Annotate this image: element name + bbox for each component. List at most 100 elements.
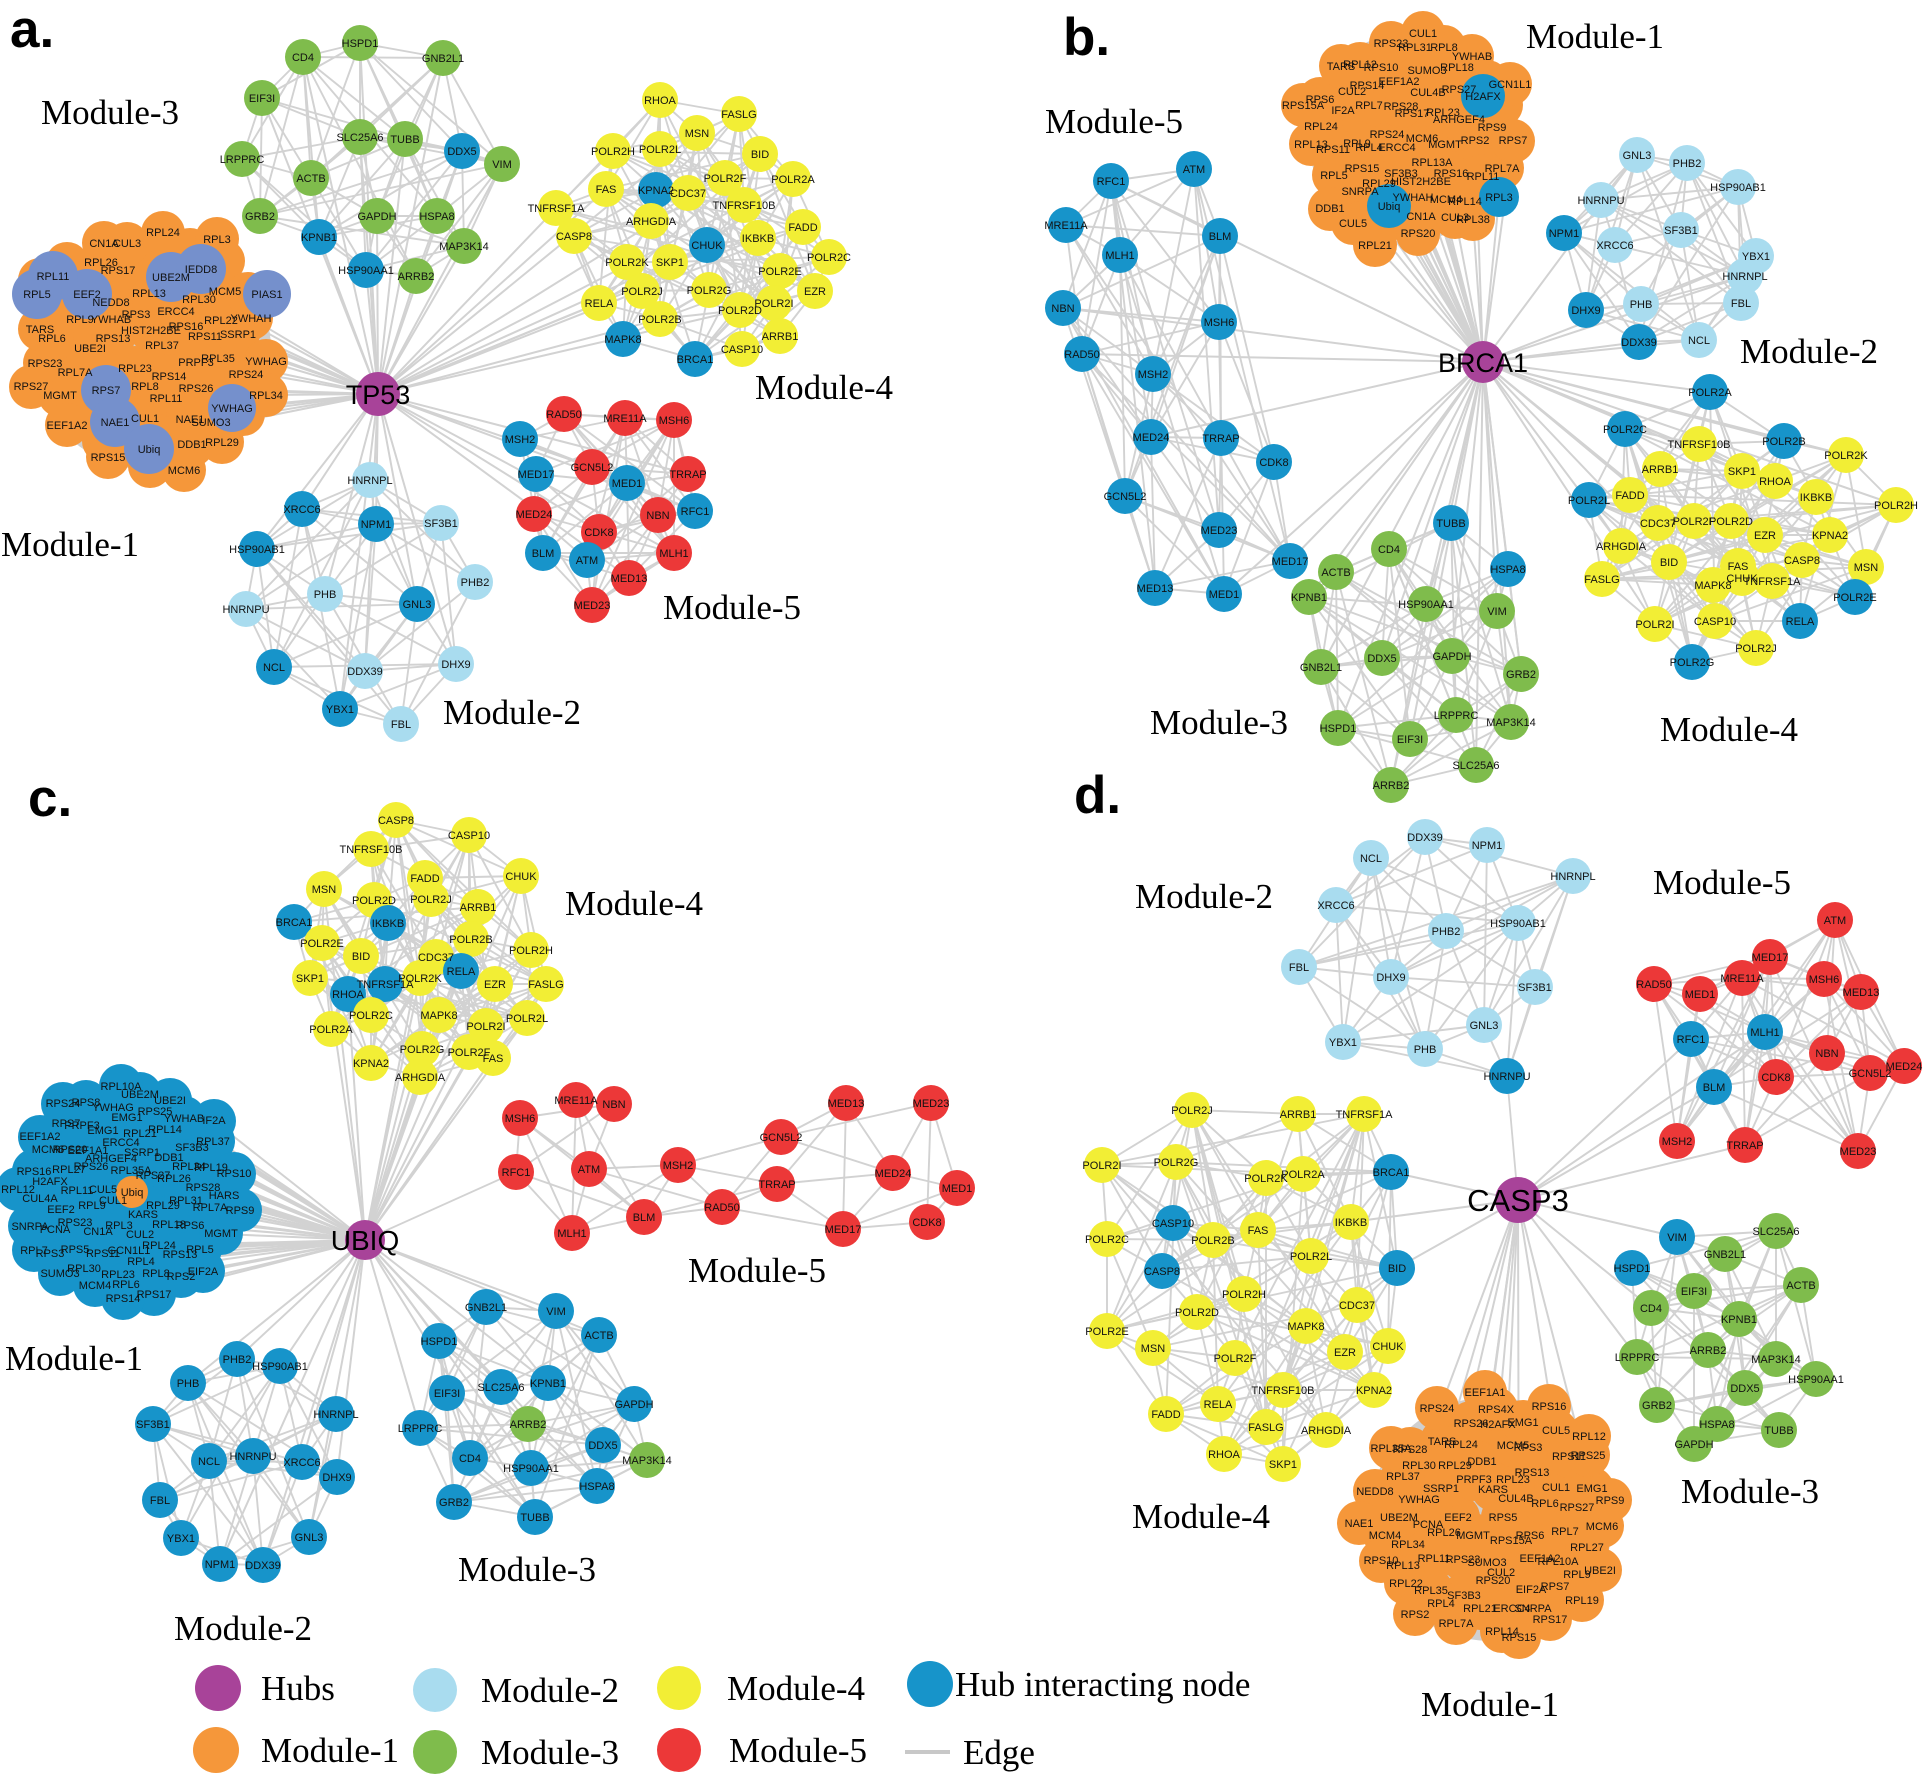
svg-text:GNB2L1: GNB2L1 — [1704, 1249, 1746, 1261]
svg-text:SSRP1: SSRP1 — [124, 1147, 160, 1159]
svg-text:RPL9: RPL9 — [1563, 1569, 1591, 1581]
svg-text:TARS: TARS — [1327, 61, 1356, 73]
svg-text:EEF1A2: EEF1A2 — [47, 420, 88, 432]
svg-text:RPL37: RPL37 — [1386, 1471, 1420, 1483]
svg-text:POLR2F: POLR2F — [1673, 516, 1716, 528]
svg-text:MGMT: MGMT — [43, 390, 77, 402]
svg-text:HNRNPU: HNRNPU — [229, 1451, 276, 1463]
svg-text:Module-4: Module-4 — [565, 884, 703, 923]
svg-text:RPS6: RPS6 — [1516, 1530, 1545, 1542]
svg-text:HARS: HARS — [209, 1190, 240, 1202]
svg-text:HSP90AA1: HSP90AA1 — [503, 1463, 559, 1475]
svg-text:MSH2: MSH2 — [505, 434, 536, 446]
svg-text:POLR2J: POLR2J — [410, 894, 452, 906]
svg-text:RPS23: RPS23 — [28, 358, 63, 370]
svg-text:MSH6: MSH6 — [1204, 317, 1235, 329]
svg-text:MRE11A: MRE11A — [603, 413, 647, 425]
svg-text:POLR2C: POLR2C — [349, 1010, 393, 1022]
svg-text:PRPF3: PRPF3 — [64, 1120, 99, 1132]
svg-text:RPL23: RPL23 — [101, 1269, 135, 1281]
svg-text:RPL38: RPL38 — [1456, 214, 1490, 226]
svg-text:EZR: EZR — [1334, 1347, 1356, 1359]
svg-text:MLH1: MLH1 — [557, 1228, 586, 1240]
svg-text:CHUK: CHUK — [505, 871, 537, 883]
svg-text:UBE2M: UBE2M — [152, 272, 190, 284]
svg-text:Module-5: Module-5 — [663, 588, 801, 627]
svg-text:DDX5: DDX5 — [1367, 653, 1396, 665]
svg-text:MCM4: MCM4 — [1430, 194, 1462, 206]
svg-text:POLR2I: POLR2I — [754, 298, 793, 310]
svg-text:POLR2J: POLR2J — [1171, 1105, 1213, 1117]
svg-text:IEDD8: IEDD8 — [185, 264, 217, 276]
svg-text:RPS27: RPS27 — [14, 381, 49, 393]
svg-text:EEF1A1: EEF1A1 — [68, 1145, 109, 1157]
svg-text:POLR2F: POLR2F — [448, 1047, 491, 1059]
svg-text:VIM: VIM — [1487, 606, 1507, 618]
svg-text:UBE2I: UBE2I — [154, 1095, 186, 1107]
svg-text:YWHAG: YWHAG — [92, 1102, 134, 1114]
svg-text:MSH2: MSH2 — [1662, 1136, 1693, 1148]
svg-text:ERCC4: ERCC4 — [1378, 142, 1415, 154]
svg-text:RPL37: RPL37 — [196, 1136, 230, 1148]
svg-text:CHUK: CHUK — [1372, 1341, 1404, 1353]
svg-text:BRCA1: BRCA1 — [276, 917, 313, 929]
svg-text:RPL4: RPL4 — [127, 1256, 155, 1268]
svg-text:ACTB: ACTB — [584, 1330, 613, 1342]
svg-text:RPL5: RPL5 — [186, 1244, 214, 1256]
svg-text:RPS10: RPS10 — [1364, 62, 1399, 74]
svg-text:RPS17: RPS17 — [1533, 1614, 1568, 1626]
svg-text:POLR2L: POLR2L — [1290, 1251, 1332, 1263]
svg-text:MED24: MED24 — [1886, 1061, 1923, 1073]
svg-text:ARHGEF4: ARHGEF4 — [85, 1153, 137, 1165]
svg-text:RPL14: RPL14 — [1485, 1626, 1519, 1638]
svg-text:GNB2L1: GNB2L1 — [1300, 662, 1342, 674]
svg-text:RPL13: RPL13 — [1386, 1560, 1420, 1572]
svg-text:YWHAG: YWHAG — [245, 356, 287, 368]
svg-text:RELA: RELA — [1786, 616, 1815, 628]
svg-text:TRRAP: TRRAP — [1726, 1140, 1763, 1152]
svg-text:MED1: MED1 — [1685, 989, 1716, 1001]
svg-text:PCNA: PCNA — [1413, 1519, 1444, 1531]
svg-text:RPS7: RPS7 — [52, 1118, 81, 1130]
svg-text:MLH1: MLH1 — [1105, 250, 1134, 262]
svg-text:CUL1: CUL1 — [1409, 28, 1437, 40]
svg-text:Module-1: Module-1 — [1421, 1685, 1559, 1724]
svg-text:SUMO3: SUMO3 — [40, 1268, 79, 1280]
svg-text:RPL7A: RPL7A — [1439, 1618, 1475, 1630]
svg-text:CDC37: CDC37 — [418, 952, 454, 964]
svg-text:CUL3: CUL3 — [113, 238, 141, 250]
svg-text:Module-5: Module-5 — [1045, 102, 1183, 141]
svg-text:POLR2L: POLR2L — [639, 144, 681, 156]
svg-text:TRRAP: TRRAP — [758, 1179, 795, 1191]
svg-text:RPL9: RPL9 — [1343, 138, 1371, 150]
svg-text:RPS27: RPS27 — [1560, 1502, 1595, 1514]
svg-text:POLR2K: POLR2K — [1244, 1173, 1288, 1185]
svg-text:MAP3K14: MAP3K14 — [1751, 1354, 1801, 1366]
svg-text:RPS9: RPS9 — [1596, 1495, 1625, 1507]
svg-text:RELA: RELA — [585, 298, 614, 310]
svg-text:RPS3: RPS3 — [36, 1248, 65, 1260]
svg-text:RFC1: RFC1 — [1677, 1034, 1706, 1046]
svg-text:CHUK: CHUK — [691, 240, 723, 252]
svg-text:MSN: MSN — [1141, 1343, 1166, 1355]
svg-text:ARRB2: ARRB2 — [1690, 1345, 1727, 1357]
svg-text:DHX9: DHX9 — [441, 659, 470, 671]
svg-text:ACTB: ACTB — [1321, 567, 1350, 579]
svg-text:POLR2K: POLR2K — [1824, 450, 1868, 462]
svg-text:KPNB1: KPNB1 — [1291, 592, 1327, 604]
svg-text:SLC25A6: SLC25A6 — [1752, 1226, 1799, 1238]
svg-text:Ubiq: Ubiq — [138, 444, 161, 456]
svg-text:RPL8: RPL8 — [1430, 42, 1458, 54]
svg-text:GCN1L1: GCN1L1 — [108, 1245, 151, 1257]
svg-text:POLR2G: POLR2G — [1670, 657, 1715, 669]
svg-text:LRPPRC: LRPPRC — [220, 154, 265, 166]
svg-text:POLR2B: POLR2B — [1191, 1235, 1234, 1247]
svg-text:UBE2M: UBE2M — [1380, 1512, 1418, 1524]
svg-text:TUBB: TUBB — [520, 1512, 549, 1524]
svg-text:POLR2A: POLR2A — [1688, 387, 1732, 399]
svg-text:Module-2: Module-2 — [1135, 877, 1273, 916]
svg-text:RPS26: RPS26 — [179, 383, 214, 395]
svg-text:Module-2: Module-2 — [174, 1609, 312, 1648]
svg-text:EMG1: EMG1 — [87, 1125, 118, 1137]
svg-text:RPS13: RPS13 — [1515, 1467, 1550, 1479]
